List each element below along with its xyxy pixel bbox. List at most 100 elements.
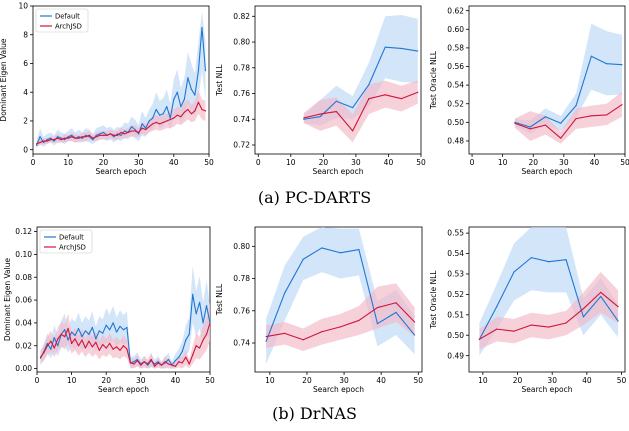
series-line-default [514, 55, 622, 128]
y-tick-label: 0.04 [15, 319, 32, 328]
y-tick-label: 0.52 [447, 99, 464, 108]
data-point-archjsd [352, 130, 354, 132]
plot-area [35, 11, 207, 149]
data-point-default [88, 333, 90, 335]
data-point-default [88, 136, 90, 138]
data-point-default [126, 326, 128, 329]
confidence-band-default [514, 23, 622, 134]
y-tick-label: 0.55 [447, 229, 464, 238]
data-point-default [606, 63, 608, 65]
data-point-archjsd [376, 306, 379, 309]
x-tick-label: 10 [478, 376, 488, 385]
data-point-default [319, 116, 321, 118]
x-tick-label: 0 [31, 158, 36, 167]
data-point-archjsd [194, 110, 196, 112]
data-point-default [376, 323, 379, 325]
data-point-archjsd [178, 361, 180, 363]
data-point-archjsd [478, 338, 480, 340]
data-point-archjsd [204, 110, 207, 112]
data-point-default [157, 361, 159, 363]
data-point-default [113, 136, 115, 138]
chart-panel-6: 10 20 30 40 50 0.49 0.50 0.51 0.52 0.53 0.54 0.55 Se… [429, 226, 627, 394]
data-point-archjsd [162, 121, 164, 123]
data-point-default [105, 324, 107, 326]
x-tick-label: 20 [302, 376, 312, 385]
data-point-default [575, 104, 577, 107]
data-point-archjsd [205, 333, 208, 335]
data-point-default [169, 117, 171, 119]
x-tick-label: 40 [171, 376, 181, 385]
data-point-archjsd [105, 347, 107, 349]
data-point-archjsd [606, 114, 608, 116]
data-point-archjsd [39, 356, 42, 358]
data-point-default [384, 46, 386, 48]
data-point-default [130, 126, 133, 128]
data-point-archjsd [176, 114, 178, 116]
data-point-archjsd [617, 306, 619, 308]
y-tick-label: 6 [23, 59, 28, 68]
x-tick-label: 50 [414, 376, 424, 385]
data-point-archjsd [209, 322, 210, 324]
data-point-default [123, 130, 126, 132]
x-tick-label: 40 [384, 158, 394, 167]
data-point-archjsd [43, 351, 45, 354]
data-point-archjsd [88, 134, 90, 136]
data-point-archjsd [74, 137, 76, 139]
data-point-archjsd [95, 341, 97, 343]
x-tick-label: 30 [339, 376, 349, 385]
y-tick-label: 0.78 [233, 274, 250, 283]
data-point-archjsd [84, 347, 87, 349]
data-point-archjsd [188, 363, 190, 365]
data-point-default [321, 247, 323, 249]
data-point-archjsd [575, 118, 577, 120]
data-point-default [185, 339, 187, 341]
data-point-archjsd [160, 364, 163, 366]
data-point-default [50, 348, 52, 350]
data-point-default [180, 105, 182, 108]
x-tick-label: 0 [256, 158, 261, 167]
y-tick-label: 0.74 [233, 115, 250, 124]
data-point-default [590, 55, 592, 57]
data-point-default [138, 133, 140, 135]
data-point-default [190, 88, 192, 90]
y-tick-label: 0.52 [447, 290, 464, 299]
data-point-archjsd [113, 134, 115, 136]
y-tick-label: 0.80 [233, 38, 250, 47]
data-point-archjsd [190, 113, 192, 115]
series-line-archjsd [303, 91, 418, 132]
data-point-default [560, 122, 562, 124]
data-point-archjsd [57, 338, 59, 340]
data-point-archjsd [395, 302, 397, 304]
data-point-archjsd [302, 339, 304, 341]
data-point-archjsd [119, 349, 121, 351]
series-line-default [39, 293, 210, 366]
data-point-archjsd [126, 348, 128, 350]
data-point-archjsd [600, 291, 602, 293]
data-point-default [39, 136, 41, 138]
chart-panel-2: 0 10 20 30 40 50 0.72 0.74 0.76 0.78 0.80 0.82 Searc… [215, 5, 426, 176]
data-point-default [74, 334, 76, 337]
confidence-band-default [266, 227, 415, 364]
x-axis-label: Search epoch [522, 167, 573, 176]
y-axis-label: Test NLL [215, 64, 224, 97]
data-point-archjsd [169, 118, 171, 121]
data-point-default [46, 342, 48, 345]
data-point-archjsd [112, 348, 114, 350]
y-tick-label: 0.54 [447, 81, 464, 90]
x-tick-label: 40 [169, 158, 179, 167]
data-point-default [64, 329, 66, 331]
data-point-archjsd [368, 98, 370, 100]
y-tick-label: 0.06 [15, 296, 32, 305]
data-point-default [46, 139, 48, 141]
y-tick-label: 0.76 [233, 89, 250, 98]
data-point-archjsd [60, 139, 62, 141]
y-axis-label: Dominant Eigen Value [0, 38, 8, 121]
y-tick-label: 0.72 [233, 141, 250, 150]
data-point-default [368, 83, 370, 86]
data-point-default [302, 258, 304, 260]
data-point-archjsd [85, 136, 87, 138]
data-point-archjsd [122, 345, 125, 347]
x-axis-label: Search epoch [96, 167, 147, 176]
data-point-default [112, 322, 114, 324]
